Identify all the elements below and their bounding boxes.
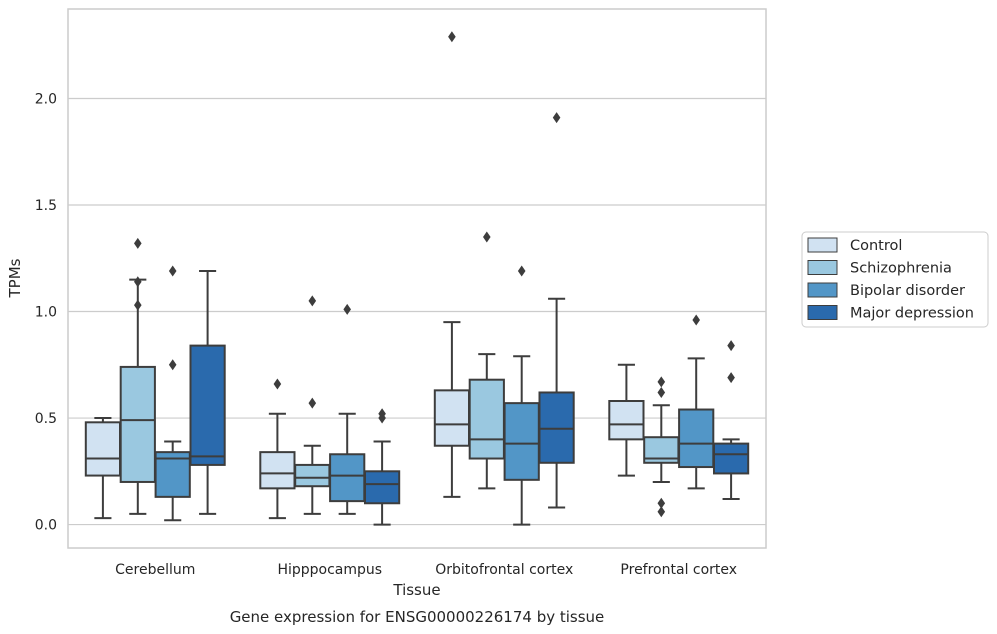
x-tick-label: Orbitofrontal cortex (435, 562, 573, 578)
box-plot (468, 231, 505, 490)
box (433, 389, 471, 447)
outlier-point (273, 378, 282, 390)
outlier-point (308, 397, 317, 409)
box (468, 378, 505, 460)
outlier-point (657, 386, 666, 398)
box-plot (712, 340, 750, 500)
box-plot (678, 314, 715, 490)
x-tick-label: Cerebellum (115, 562, 195, 578)
outlier-point (134, 237, 142, 249)
box (189, 344, 226, 466)
grid-lines (68, 97, 766, 526)
box-plot (643, 376, 680, 518)
plot-frame (67, 8, 767, 549)
x-tick-label: Prefrontal cortex (620, 562, 737, 578)
box-plot (433, 31, 471, 498)
y-tick-label: 0.0 (35, 518, 57, 534)
outlier-point (168, 265, 177, 277)
box-plot (84, 417, 122, 520)
legend-entry: Bipolar disorder (850, 283, 965, 299)
box-plot (363, 408, 401, 526)
box (503, 402, 540, 481)
box (678, 408, 715, 469)
chart-title: Gene expression for ENSG00000226174 by t… (230, 608, 605, 626)
box-plot (503, 265, 540, 526)
outlier-point (727, 372, 735, 384)
y-axis-label: TPMs (6, 258, 24, 298)
y-tick-label: 1.5 (35, 198, 57, 214)
x-ticks: Cerebellum Hipppocampus Orbitofrontal cort… (115, 562, 737, 578)
x-tick-label: Hipppocampus (277, 562, 382, 578)
box-plot (189, 270, 226, 515)
box-plot (294, 295, 331, 515)
legend: Control Schizophrenia Bipolar disorder Majo… (801, 231, 989, 328)
box (712, 442, 750, 475)
outlier-point (727, 340, 735, 352)
outlier-point (692, 314, 700, 326)
outlier-point (483, 231, 491, 243)
box (538, 391, 575, 464)
box (119, 365, 156, 483)
legend-swatch (807, 305, 838, 320)
box-plot (154, 265, 191, 522)
box-plots (84, 31, 750, 526)
legend-swatch (807, 237, 838, 253)
outlier-point (343, 303, 351, 315)
box-plot (538, 112, 575, 509)
box (294, 463, 331, 488)
outlier-point (657, 497, 666, 509)
legend-entry: Schizophrenia (850, 261, 952, 277)
y-tick-label: 2.0 (35, 91, 57, 107)
legend-swatch (807, 282, 838, 298)
legend-entry: Control (850, 238, 902, 254)
outlier-point (134, 299, 142, 311)
outlier-point (308, 295, 317, 307)
legend-swatch (807, 260, 838, 275)
outlier-point (657, 376, 666, 388)
box (154, 451, 191, 498)
legend-entry: Major depression (850, 306, 974, 322)
box-plot (329, 303, 366, 515)
outlier-point (134, 276, 142, 288)
box-plot (259, 378, 296, 520)
box-plot (608, 363, 645, 477)
outlier-point (378, 412, 386, 424)
box (84, 421, 122, 477)
box (259, 451, 296, 490)
box (329, 453, 366, 503)
box (363, 470, 401, 505)
outlier-point (657, 506, 666, 518)
y-ticks: 0.0 0.5 1.0 1.5 2.0 (35, 91, 57, 533)
outlier-point (552, 112, 561, 124)
outlier-point (448, 31, 456, 43)
box (608, 400, 645, 441)
x-axis-label: Tissue (392, 581, 440, 599)
outlier-point (517, 265, 526, 277)
y-tick-label: 0.5 (35, 411, 57, 427)
outlier-point (168, 359, 177, 371)
box-plot (119, 237, 156, 515)
legend-frame (801, 231, 989, 328)
y-tick-label: 1.0 (35, 305, 57, 321)
